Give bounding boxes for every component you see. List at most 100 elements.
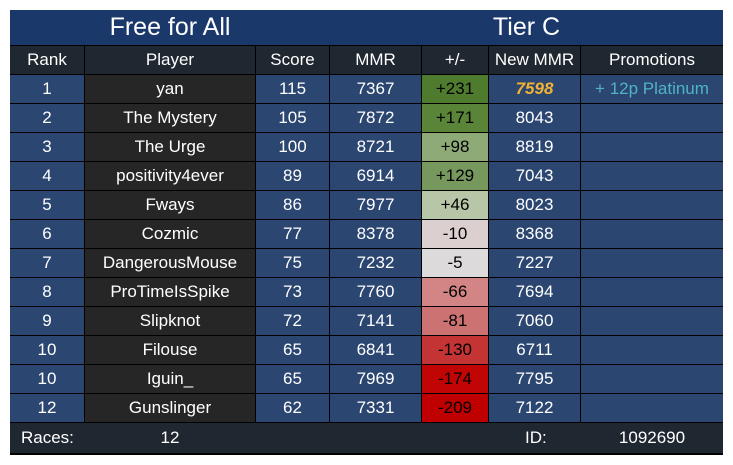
- mmr-cell: 7977: [330, 191, 421, 219]
- rank-cell: 9: [10, 307, 84, 335]
- delta-cell: +98: [422, 133, 488, 161]
- promotion-cell: [581, 220, 723, 248]
- delta-cell: -174: [422, 365, 488, 393]
- delta-cell: -130: [422, 336, 488, 364]
- player-cell: The Urge: [85, 133, 255, 161]
- rank-cell: 3: [10, 133, 84, 161]
- player-cell: DangerousMouse: [85, 249, 255, 277]
- tier: Tier C: [492, 13, 561, 41]
- score-cell: 100: [256, 133, 329, 161]
- score-cell: 62: [256, 394, 329, 422]
- new-mmr-cell: 8023: [489, 191, 580, 219]
- mmr-cell: 7232: [330, 249, 421, 277]
- match-id: 1092690: [618, 428, 686, 447]
- promotion-cell: [581, 104, 723, 132]
- new-mmr-cell: 7598: [489, 75, 580, 103]
- delta-cell: +231: [422, 75, 488, 103]
- delta-cell: -5: [422, 249, 488, 277]
- player-cell: ProTimeIsSpike: [85, 278, 255, 306]
- promotion-cell: [581, 162, 723, 190]
- promotion-cell: [581, 249, 723, 277]
- delta-cell: -10: [422, 220, 488, 248]
- mmr-cell: 6914: [330, 162, 421, 190]
- score-cell: 65: [256, 365, 329, 393]
- score-cell: 115: [256, 75, 329, 103]
- new-mmr-cell: 7694: [489, 278, 580, 306]
- score-cell: 86: [256, 191, 329, 219]
- id-label: ID:: [525, 428, 547, 447]
- score-cell: 73: [256, 278, 329, 306]
- player-cell: The Mystery: [85, 104, 255, 132]
- player-cell: Iguin_: [85, 365, 255, 393]
- rank-cell: 5: [10, 191, 84, 219]
- mmr-cell: 8721: [330, 133, 421, 161]
- promotion-cell: [581, 278, 723, 306]
- promotion-cell: [581, 307, 723, 335]
- mmr-cell: 7367: [330, 75, 421, 103]
- new-mmr-cell: 8819: [489, 133, 580, 161]
- rank-cell: 4: [10, 162, 84, 190]
- column-header: +/-: [422, 46, 488, 74]
- delta-cell: +46: [422, 191, 488, 219]
- new-mmr-cell: 7795: [489, 365, 580, 393]
- header: Free for All Tier C: [10, 10, 723, 45]
- score-cell: 89: [256, 162, 329, 190]
- player-cell: Slipknot: [85, 307, 255, 335]
- column-header: Score: [256, 46, 329, 74]
- delta-cell: -81: [422, 307, 488, 335]
- player-cell: Gunslinger: [85, 394, 255, 422]
- new-mmr-cell: 8043: [489, 104, 580, 132]
- delta-cell: -209: [422, 394, 488, 422]
- column-header: Rank: [10, 46, 84, 74]
- rank-cell: 12: [10, 394, 84, 422]
- score-cell: 105: [256, 104, 329, 132]
- promotion-cell: [581, 394, 723, 422]
- rank-cell: 6: [10, 220, 84, 248]
- promotion-cell: [581, 365, 723, 393]
- table: Rank Player Score MMR +/- New MMR Promotions 1 y…: [10, 46, 723, 422]
- new-mmr-cell: 7122: [489, 394, 580, 422]
- new-mmr-cell: 7043: [489, 162, 580, 190]
- promotion-cell: [581, 133, 723, 161]
- promotion-cell: [581, 191, 723, 219]
- column-header: MMR: [330, 46, 421, 74]
- mmr-cell: 8378: [330, 220, 421, 248]
- mmr-cell: 7969: [330, 365, 421, 393]
- footer: Races: 12 ID: 1092690: [10, 423, 723, 453]
- player-cell: Filouse: [85, 336, 255, 364]
- delta-cell: +171: [422, 104, 488, 132]
- column-header: Promotions: [581, 46, 723, 74]
- mmr-cell: 7760: [330, 278, 421, 306]
- delta-cell: -66: [422, 278, 488, 306]
- mmr-cell: 7331: [330, 394, 421, 422]
- player-cell: positivity4ever: [85, 162, 255, 190]
- score-cell: 72: [256, 307, 329, 335]
- player-cell: Cozmic: [85, 220, 255, 248]
- score-cell: 65: [256, 336, 329, 364]
- mmr-cell: 6841: [330, 336, 421, 364]
- new-mmr-cell: 7227: [489, 249, 580, 277]
- leaderboard: Free for All Tier C Rank Player Score MMR +/…: [10, 10, 723, 455]
- delta-cell: +129: [422, 162, 488, 190]
- new-mmr-cell: 8368: [489, 220, 580, 248]
- mmr-cell: 7872: [330, 104, 421, 132]
- races: 12: [160, 428, 180, 447]
- mmr-cell: 7141: [330, 307, 421, 335]
- races-label: Races:: [21, 428, 74, 447]
- new-mmr-cell: 7060: [489, 307, 580, 335]
- player-cell: yan: [85, 75, 255, 103]
- score-cell: 77: [256, 220, 329, 248]
- column-header: New MMR: [489, 46, 580, 74]
- player-cell: Fways: [85, 191, 255, 219]
- title: Free for All: [109, 13, 231, 41]
- rank-cell: 7: [10, 249, 84, 277]
- new-mmr-cell: 6711: [489, 336, 580, 364]
- promotion-cell: + 12p Platinum: [581, 75, 723, 103]
- column-header: Player: [85, 46, 255, 74]
- rank-cell: 2: [10, 104, 84, 132]
- promotion-cell: [581, 336, 723, 364]
- rank-cell: 10: [10, 336, 84, 364]
- rank-cell: 10: [10, 365, 84, 393]
- rank-cell: 1: [10, 75, 84, 103]
- score-cell: 75: [256, 249, 329, 277]
